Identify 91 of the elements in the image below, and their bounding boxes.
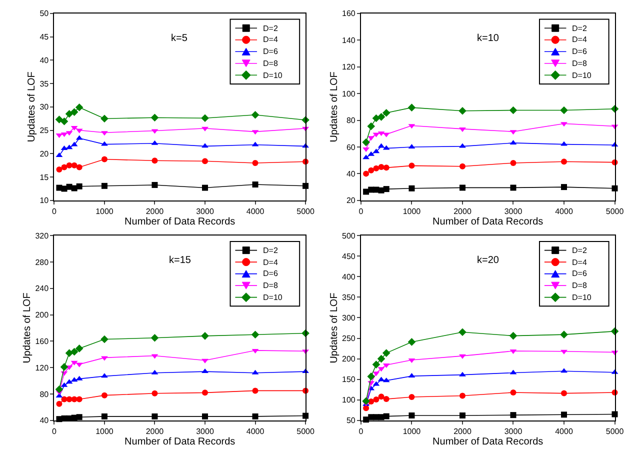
x-tick-label: 1000 <box>96 427 114 436</box>
y-tick-label: 80 <box>346 116 356 126</box>
legend-label: D=8 <box>263 281 278 290</box>
x-tick-label: 2000 <box>146 207 164 216</box>
y-tick-label: 140 <box>342 36 356 45</box>
x-tick-label: 5000 <box>296 207 315 216</box>
legend-label: D=4 <box>263 258 278 267</box>
y-tick-label: 10 <box>40 196 50 206</box>
legend-label: D=10 <box>572 293 592 302</box>
y-tick-label: 280 <box>35 258 50 267</box>
text: k=15 <box>169 255 192 266</box>
legend-label: D=2 <box>263 246 278 255</box>
legend-label: D=6 <box>572 269 588 278</box>
y-tick-label: 200 <box>342 354 356 364</box>
y-tick-label: 160 <box>342 9 356 18</box>
legend-label: D=8 <box>263 59 278 68</box>
y-tick-label: 100 <box>342 89 356 98</box>
y-tick-label: 100 <box>342 396 356 405</box>
y-tick-label: 240 <box>35 284 50 294</box>
legend-label: D=8 <box>572 281 588 290</box>
x-axis-title: Number of Data Records <box>432 216 544 228</box>
legend-label: D=10 <box>263 71 283 80</box>
y-tick-label: 60 <box>346 142 356 152</box>
y-tick-label: 50 <box>40 9 50 18</box>
x-tick-label: 3000 <box>504 427 523 436</box>
x-tick-label: 1000 <box>402 427 422 436</box>
y-axis-title: Updates of LOF <box>22 292 34 364</box>
legend-label: D=8 <box>572 59 588 68</box>
y-tick-label: 40 <box>40 56 50 65</box>
x-tick-label: 1000 <box>96 207 114 216</box>
legend-label: D=2 <box>572 24 588 33</box>
legend-label: D=10 <box>263 293 283 302</box>
text: k=10 <box>477 33 500 44</box>
legend-label: D=4 <box>572 258 588 267</box>
y-tick-label: 30 <box>40 102 50 112</box>
x-tick-label: 4000 <box>246 427 265 436</box>
legend-label: D=10 <box>572 71 592 80</box>
y-tick-label: 120 <box>342 62 356 72</box>
y-tick-label: 350 <box>342 293 356 302</box>
x-tick-label: 1000 <box>402 207 422 216</box>
y-axis-title: Updates of LOF <box>26 72 38 142</box>
y-tick-label: 50 <box>346 416 356 426</box>
y-tick-label: 200 <box>35 310 50 320</box>
y-tick-label: 500 <box>342 231 356 240</box>
x-tick-label: 2000 <box>454 427 472 436</box>
legend-label: D=2 <box>572 246 588 255</box>
y-tick-label: 120 <box>35 363 50 372</box>
y-tick-label: 400 <box>342 272 356 282</box>
y-tick-label: 40 <box>40 416 50 426</box>
legend-label: D=6 <box>263 47 278 56</box>
x-tick-label: 3000 <box>196 207 214 216</box>
x-tick-label: 2000 <box>146 427 164 436</box>
y-axis-title: Updates of LOF <box>329 292 340 364</box>
x-tick-label: 0 <box>52 207 57 216</box>
y-tick-label: 160 <box>35 337 50 346</box>
y-tick-label: 20 <box>40 149 50 158</box>
x-tick-label: 5000 <box>606 427 624 436</box>
y-axis-title: Updates of LOF <box>329 72 340 142</box>
legend-label: D=4 <box>263 35 278 44</box>
text: k=20 <box>477 255 500 266</box>
x-axis-title: Number of Data Records <box>432 436 544 448</box>
y-tick-label: 40 <box>346 169 356 178</box>
x-axis-title: Number of Data Records <box>124 216 236 228</box>
y-tick-label: 450 <box>342 252 356 261</box>
x-tick-label: 3000 <box>196 427 214 436</box>
legend-label: D=4 <box>572 35 588 44</box>
y-tick-label: 300 <box>342 314 356 323</box>
x-tick-label: 4000 <box>555 207 574 216</box>
x-tick-label: 0 <box>358 427 364 436</box>
x-tick-label: 5000 <box>606 207 624 216</box>
y-tick-label: 15 <box>40 172 50 182</box>
legend-label: D=6 <box>572 47 588 56</box>
y-tick-label: 20 <box>346 196 356 206</box>
x-tick-label: 0 <box>52 427 57 436</box>
y-tick-label: 25 <box>40 126 50 136</box>
y-tick-label: 250 <box>342 334 356 344</box>
y-tick-label: 320 <box>35 231 50 240</box>
y-tick-label: 45 <box>40 32 50 42</box>
legend-label: D=2 <box>263 24 278 33</box>
y-tick-label: 150 <box>342 375 356 384</box>
legend-label: D=6 <box>263 269 278 278</box>
x-tick-label: 0 <box>358 207 364 216</box>
y-tick-label: 80 <box>40 390 50 399</box>
x-tick-label: 5000 <box>296 427 315 436</box>
x-tick-label: 3000 <box>504 207 523 216</box>
text: k=5 <box>171 33 188 44</box>
x-axis-title: Number of Data Records <box>124 436 236 448</box>
x-tick-label: 2000 <box>454 207 472 216</box>
y-tick-label: 35 <box>40 79 50 88</box>
x-tick-label: 4000 <box>555 427 574 436</box>
x-tick-label: 4000 <box>246 207 265 216</box>
